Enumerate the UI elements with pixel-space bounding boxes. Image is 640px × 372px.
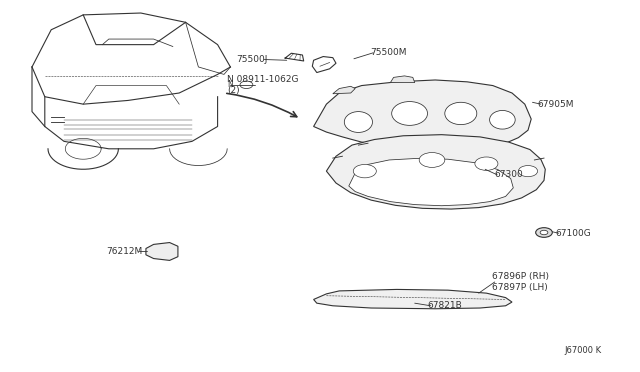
- Text: 67896P (RH)
67897P (LH): 67896P (RH) 67897P (LH): [492, 272, 548, 292]
- Text: N 08911-1062G
(2): N 08911-1062G (2): [227, 75, 299, 94]
- Ellipse shape: [445, 102, 477, 125]
- Circle shape: [518, 166, 538, 177]
- Polygon shape: [314, 80, 531, 150]
- Ellipse shape: [344, 112, 372, 132]
- Polygon shape: [146, 243, 178, 260]
- Text: 67905M: 67905M: [538, 100, 574, 109]
- Ellipse shape: [490, 110, 515, 129]
- Polygon shape: [390, 76, 415, 83]
- Text: 67100G: 67100G: [556, 229, 591, 238]
- Circle shape: [540, 230, 548, 235]
- Text: 75500J: 75500J: [236, 55, 268, 64]
- Circle shape: [536, 228, 552, 237]
- Text: 67821B: 67821B: [428, 301, 462, 310]
- Polygon shape: [312, 57, 336, 73]
- Polygon shape: [333, 86, 355, 94]
- Text: N: N: [228, 80, 233, 89]
- Polygon shape: [349, 158, 513, 206]
- Polygon shape: [314, 289, 512, 309]
- Polygon shape: [326, 135, 545, 209]
- Ellipse shape: [392, 102, 428, 125]
- Text: 75500M: 75500M: [370, 48, 406, 57]
- Circle shape: [353, 164, 376, 178]
- Text: 76212M: 76212M: [106, 247, 142, 256]
- Text: J67000 K: J67000 K: [564, 346, 602, 355]
- Text: 67300: 67300: [494, 170, 523, 179]
- Circle shape: [419, 153, 445, 167]
- Circle shape: [475, 157, 498, 170]
